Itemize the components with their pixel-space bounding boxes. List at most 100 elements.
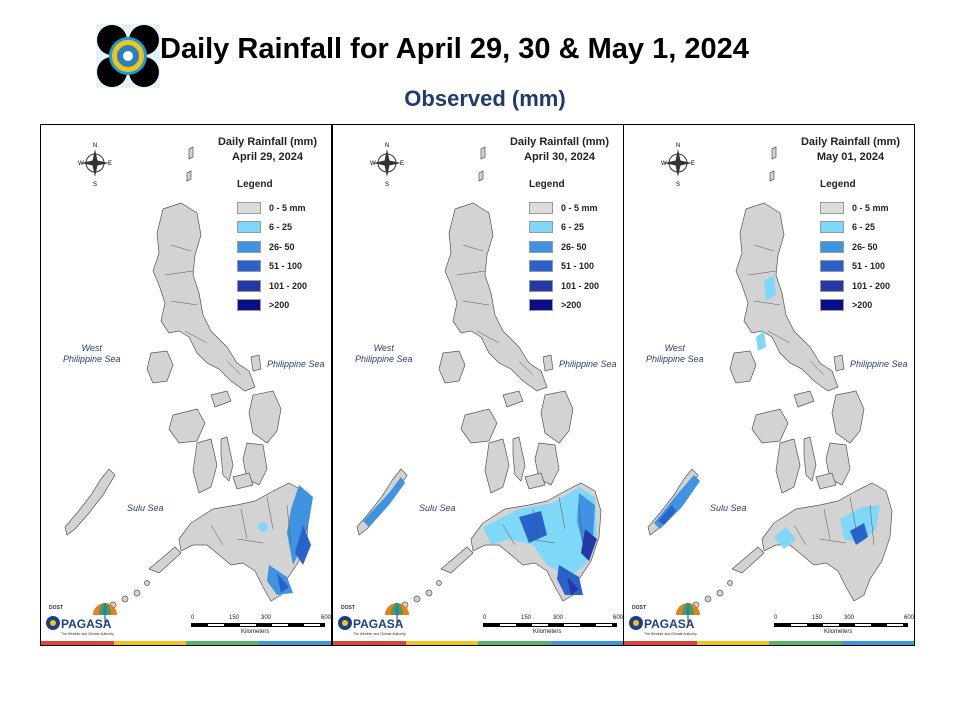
legend-label: >200 (852, 300, 873, 311)
agency-dept: DOST (632, 605, 646, 611)
legend-heading: Legend (820, 179, 856, 190)
north-arrow-compass-icon: N S W E (78, 143, 112, 187)
legend-swatch (820, 299, 844, 312)
philippine-sea-label: Philippine Sea (850, 359, 908, 369)
scale-unit: Kilometers (824, 629, 853, 635)
agency-name: PAGASA (353, 617, 404, 631)
legend-label: 6 - 25 (561, 222, 585, 233)
sulu-sea-label: Sulu Sea (710, 503, 747, 513)
agency-name: PAGASA (644, 617, 695, 631)
legend-label: 0 - 5 mm (561, 202, 598, 213)
panel-date: April 30, 2024 (524, 151, 595, 163)
legend-swatch (820, 240, 844, 253)
agency-tagline: The Weather and Climate Authority (61, 632, 114, 636)
legend-heading: Legend (529, 179, 565, 190)
legend-row: 51 - 100 (820, 257, 890, 277)
legend-row: 0 - 5 mm (820, 198, 890, 218)
rainfall-overlay (654, 275, 880, 549)
legend-row: 101 - 200 (237, 276, 307, 296)
scale-tick-label: 600 (904, 615, 915, 621)
scale-tick-label: 600 (613, 615, 624, 621)
pagasa-logo: DOST PAGASA The Weather and Climate Auth… (629, 603, 700, 636)
panel-date: May 01, 2024 (816, 151, 885, 163)
rainfall-overlay (363, 477, 597, 595)
legend-swatch (820, 221, 844, 234)
legend: Legend 0 - 5 mm 6 - 25 26- 50 51 - 100 1… (237, 179, 307, 315)
scale-bar-graphic (483, 623, 617, 627)
scale-unit: Kilometers (533, 629, 562, 635)
legend-label: 0 - 5 mm (269, 202, 306, 213)
scale-bar-graphic (774, 623, 908, 627)
legend-swatch (529, 201, 553, 214)
color-stripe (624, 641, 914, 645)
compass-w-label: W (661, 161, 667, 167)
page-subtitle: Observed (mm) (404, 86, 566, 111)
panel-title: Daily Rainfall (mm) May 01, 2024 (801, 135, 900, 165)
compass-e-label: E (691, 161, 695, 167)
compass-n-label: N (676, 143, 680, 149)
scale-tick-label: 300 (553, 615, 564, 621)
agency-name: PAGASA (61, 617, 112, 631)
legend-row: 51 - 100 (529, 257, 599, 277)
west-philippine-sea-label: West Philippine Sea (646, 343, 704, 364)
legend-row: 0 - 5 mm (237, 198, 307, 218)
panel-title-heading: Daily Rainfall (mm) (217, 136, 317, 148)
legend-label: 51 - 100 (561, 261, 595, 272)
philippines-map (64, 146, 313, 614)
legend-label: 0 - 5 mm (852, 202, 889, 213)
scale-bar: 0 150 300 600 Kilometers (483, 615, 623, 637)
scale-unit: Kilometers (241, 629, 270, 635)
page-title: Daily Rainfall for April 29, 30 & May 1,… (160, 33, 749, 65)
legend-swatch (820, 201, 844, 214)
philippines-map (356, 146, 602, 614)
compass-n-label: N (385, 143, 389, 149)
legend-label: 26- 50 (269, 241, 295, 252)
legend-row: 26- 50 (237, 237, 307, 257)
philippine-sea-label: Philippine Sea (559, 359, 617, 369)
panel-title-heading: Daily Rainfall (mm) (800, 136, 900, 148)
legend-label: 101 - 200 (852, 280, 891, 291)
legend-label: 51 - 100 (269, 261, 303, 272)
legend-swatch (237, 201, 261, 214)
scale-tick-label: 0 (191, 615, 195, 621)
west-philippine-sea-label: West Philippine Sea (355, 343, 413, 364)
legend-label: >200 (269, 300, 290, 311)
legend-swatch (237, 299, 261, 312)
scale-tick-label: 300 (261, 615, 272, 621)
legend-label: >200 (561, 300, 582, 311)
legend-swatch (529, 221, 553, 234)
north-arrow-compass-icon: N S W E (661, 143, 695, 187)
compass-s-label: S (93, 182, 97, 187)
legend-row: 6 - 25 (820, 218, 890, 238)
legend: Legend 0 - 5 mm 6 - 25 26- 50 51 - 100 1… (529, 179, 599, 315)
legend-label: 26- 50 (852, 241, 878, 252)
compass-s-label: S (385, 182, 389, 187)
color-stripe (333, 641, 623, 645)
legend-swatch (237, 260, 261, 273)
pagasa-logo: DOST PAGASA The Weather and Climate Auth… (338, 603, 409, 636)
scale-tick-label: 150 (229, 615, 240, 621)
scale-tick-label: 300 (844, 615, 855, 621)
scale-tick-label: 150 (812, 615, 823, 621)
legend-row: 6 - 25 (529, 218, 599, 238)
rainfall-map-panel-2: N S W E Daily Rainfall (mm) April 30, 20… (332, 124, 624, 646)
legend-row: 101 - 200 (820, 276, 890, 296)
agency-tagline: The Weather and Climate Authority (644, 632, 697, 636)
legend-swatch (529, 279, 553, 292)
compass-e-label: E (400, 161, 404, 167)
scale-tick-label: 0 (483, 615, 487, 621)
panel-title: Daily Rainfall (mm) April 29, 2024 (218, 135, 317, 165)
sulu-sea-label: Sulu Sea (127, 503, 164, 513)
legend-row: 26- 50 (820, 237, 890, 257)
panel-title-heading: Daily Rainfall (mm) (509, 136, 609, 148)
agency-tagline: The Weather and Climate Authority (353, 632, 406, 636)
legend: Legend 0 - 5 mm 6 - 25 26- 50 51 - 100 1… (820, 179, 890, 315)
scale-bar: 0 150 300 600 Kilometers (191, 615, 331, 637)
legend-swatch (820, 279, 844, 292)
panel-date: April 29, 2024 (232, 151, 303, 163)
legend-heading: Legend (237, 179, 273, 190)
scale-tick-label: 600 (321, 615, 332, 621)
scale-tick-label: 0 (774, 615, 778, 621)
legend-label: 51 - 100 (852, 261, 886, 272)
sulu-sea-label: Sulu Sea (419, 503, 456, 513)
